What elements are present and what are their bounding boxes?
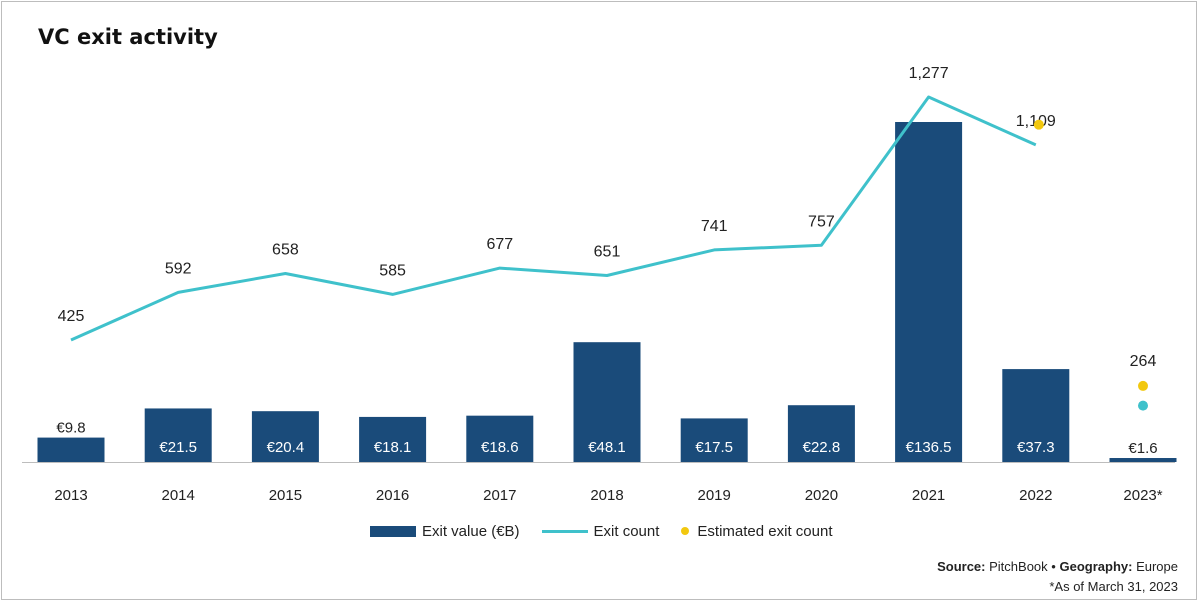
bar-value-label: €136.5 xyxy=(906,439,952,456)
exit-count-label: 425 xyxy=(58,308,85,325)
bar-2021 xyxy=(895,122,963,462)
bar-value-label: €9.8 xyxy=(56,420,85,437)
x-tick-label: 2023* xyxy=(1123,487,1162,504)
x-tick-label: 2018 xyxy=(590,487,623,504)
legend-label-exit-count: Exit count xyxy=(593,522,660,540)
exit-count-label: 592 xyxy=(165,260,192,277)
x-tick-label: 2020 xyxy=(805,487,838,504)
bar-value-label: €48.1 xyxy=(588,439,626,456)
bar-2019 xyxy=(680,418,748,462)
x-tick-label: 2013 xyxy=(54,487,87,504)
exit-count-label: 741 xyxy=(701,218,728,235)
bar-value-label: €21.5 xyxy=(159,439,197,456)
exit-count-label: 651 xyxy=(594,244,621,261)
x-tick-label: 2017 xyxy=(483,487,516,504)
legend-item-estimated: Estimated exit count xyxy=(681,522,833,540)
bar-2017 xyxy=(466,415,534,462)
bar-2018 xyxy=(573,342,641,462)
bar-value-label: €20.4 xyxy=(267,439,305,456)
geography-label: Geography: xyxy=(1059,559,1133,574)
chart-title: VC exit activity xyxy=(38,25,218,49)
bar-2014 xyxy=(144,408,212,462)
bar-value-labels: €9.8 €21.5 €20.4 €18.1 €18.6 €48.1 €17.5 €22.8 €… xyxy=(56,420,1157,457)
bar-2016 xyxy=(359,416,427,462)
exit-count-line xyxy=(70,95,1037,342)
bar-2020 xyxy=(787,405,855,462)
bar-2013 xyxy=(37,437,105,462)
source-line: Source: PitchBook • Geography: Europe xyxy=(937,559,1178,574)
legend-item-exit-value: Exit value (€B) xyxy=(370,523,520,540)
x-tick-label: 2015 xyxy=(269,487,302,504)
x-tick-label: 2014 xyxy=(162,487,195,504)
legend-label-exit-value: Exit value (€B) xyxy=(422,522,520,540)
x-tick-label: 2021 xyxy=(912,487,945,504)
bar-value-label: €22.8 xyxy=(803,439,841,456)
legend-item-exit-count: Exit count xyxy=(541,522,660,540)
bar-value-label: €17.5 xyxy=(695,439,733,456)
exit-count-label: 757 xyxy=(808,213,835,230)
bar-series xyxy=(37,122,1177,462)
source-label: Source: xyxy=(937,559,986,574)
estimate-dot xyxy=(1138,380,1148,391)
x-tick-label: 2022 xyxy=(1019,487,1052,504)
source-separator: • xyxy=(1051,559,1056,574)
bar-value-label: €18.1 xyxy=(374,439,412,456)
x-axis-tick-labels: 2013 2014 2015 2016 2017 2018 2019 2020 2021 2022… xyxy=(54,487,1162,504)
exit-count-label: 658 xyxy=(272,242,299,259)
bar-value-label: €1.6 xyxy=(1128,440,1157,457)
legend-label-estimated: Estimated exit count xyxy=(697,522,833,540)
estimate-label: 264 xyxy=(1130,353,1157,370)
geography-value: Europe xyxy=(1136,559,1178,574)
estimate-dot xyxy=(1138,400,1148,411)
exit-count-label: 585 xyxy=(379,262,406,279)
legend-swatch-line xyxy=(541,529,588,533)
source-value: PitchBook xyxy=(989,559,1048,574)
estimate-dot xyxy=(1033,119,1044,130)
bar-value-label: €18.6 xyxy=(481,439,519,456)
exit-count-label: 1,277 xyxy=(909,65,949,82)
legend: Exit value (€B) Exit count Estimated exi… xyxy=(370,519,855,543)
x-tick-label: 2019 xyxy=(698,487,731,504)
bar-2015 xyxy=(251,411,319,462)
bar-2022 xyxy=(1002,369,1070,462)
legend-swatch-bar xyxy=(370,525,416,537)
x-tick-label: 2016 xyxy=(376,487,409,504)
exit-count-label: 677 xyxy=(486,236,513,253)
footnote: *As of March 31, 2023 xyxy=(1049,579,1178,594)
legend-swatch-dot xyxy=(681,527,690,535)
bar-2023 xyxy=(1109,458,1177,462)
bar-value-label: €37.3 xyxy=(1017,439,1055,456)
estimated-exit-count-dots: 264 xyxy=(1033,119,1157,411)
